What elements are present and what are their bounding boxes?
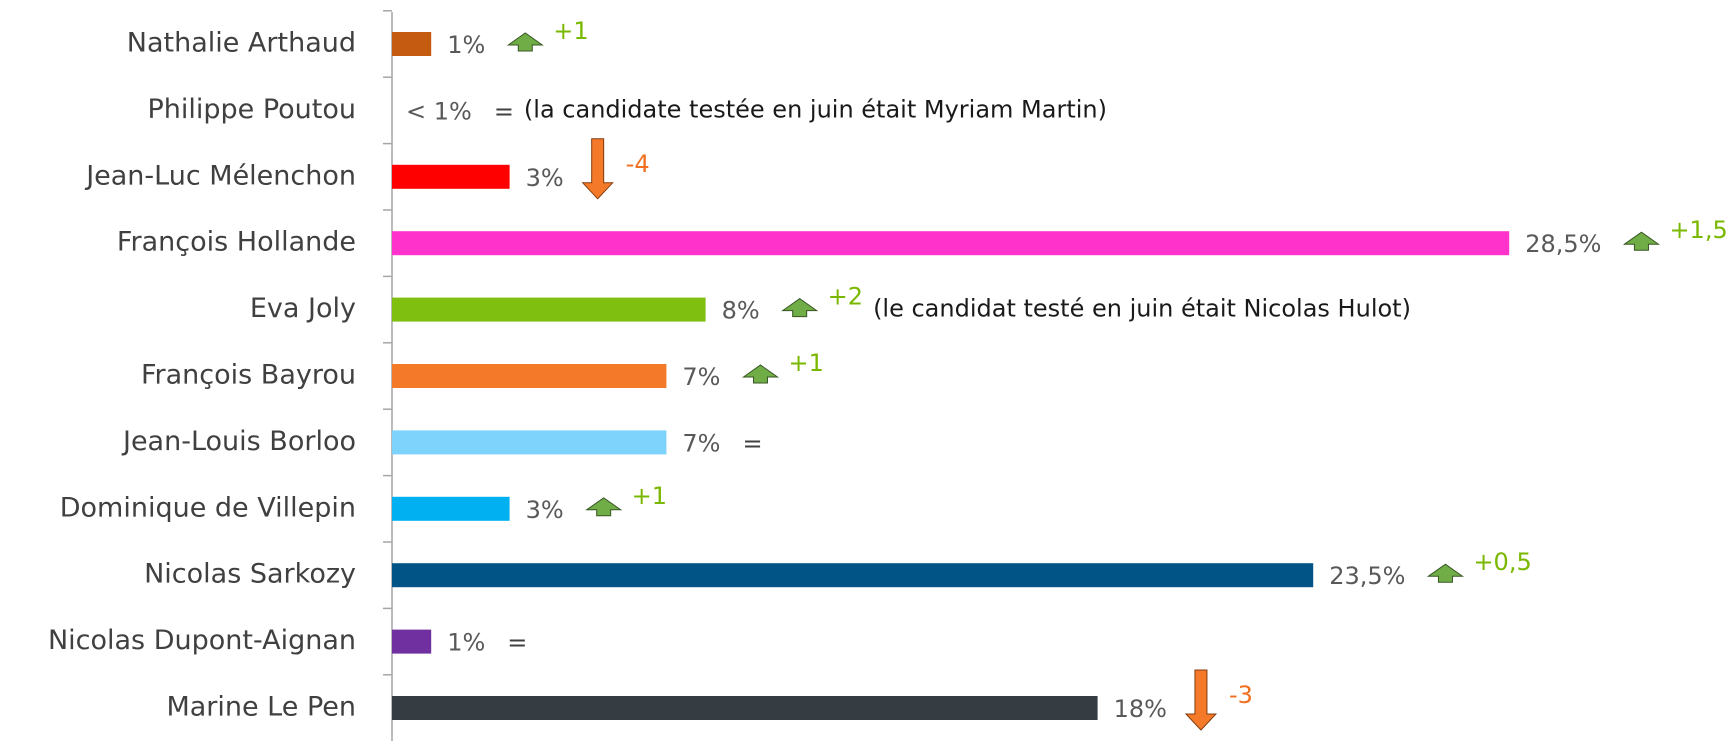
bar (392, 430, 667, 455)
category-label: François Bayrou (141, 360, 356, 391)
note: (la candidate testée en juin était Myria… (524, 95, 1107, 123)
category-label: Eva Joly (250, 293, 356, 324)
category-label: Jean-Luc Mélenchon (84, 160, 356, 191)
change-label: = (742, 429, 762, 457)
value-label: 1% (447, 31, 485, 59)
change-arrow (1184, 669, 1218, 731)
bar (392, 496, 510, 521)
category-label: Philippe Poutou (147, 94, 356, 125)
bar (392, 696, 1098, 720)
category-label: Dominique de Villepin (60, 492, 356, 523)
value-label: 28,5% (1525, 230, 1601, 258)
bar (392, 629, 432, 654)
change-label: +1 (553, 17, 588, 45)
value-label: 8% (722, 297, 760, 325)
change-arrow (741, 364, 780, 384)
bar (392, 364, 667, 388)
category-label: Nicolas Dupont-Aignan (48, 625, 356, 656)
change-arrow (585, 497, 623, 517)
bar (392, 231, 1510, 256)
value-label: 1% (447, 629, 485, 657)
value-label: 23,5% (1329, 562, 1405, 590)
change-label: +1 (632, 482, 667, 510)
category-label: Nicolas Sarkozy (144, 559, 356, 590)
note: (le candidat testé en juin était Nicolas… (873, 295, 1411, 323)
category-label: Marine Le Pen (166, 692, 356, 723)
change-label: +2 (828, 283, 863, 311)
value-label: < 1% (406, 97, 472, 125)
bar (392, 164, 510, 189)
bar (392, 32, 432, 56)
value-label: 7% (682, 429, 720, 457)
change-arrow (1426, 563, 1465, 583)
value-label: 18% (1114, 695, 1167, 723)
value-label: 3% (526, 164, 564, 192)
change-label: +0,5 (1473, 548, 1531, 576)
category-label: Jean-Louis Borloo (121, 426, 356, 457)
value-label: 3% (526, 496, 564, 524)
change-label: = (494, 97, 514, 125)
value-label: 7% (682, 363, 720, 391)
change-arrow (781, 297, 819, 318)
change-arrow (506, 32, 544, 52)
category-label: Nathalie Arthaud (127, 28, 356, 59)
bar (392, 297, 706, 322)
change-arrow (1622, 231, 1661, 251)
change-arrow (581, 138, 614, 200)
change-label: -3 (1229, 681, 1253, 709)
change-label: +1 (788, 349, 823, 377)
change-label: = (507, 629, 527, 657)
change-label: +1,5 (1669, 216, 1727, 244)
category-label: François Hollande (117, 227, 356, 258)
bar (392, 563, 1314, 588)
change-label: -4 (626, 150, 650, 178)
